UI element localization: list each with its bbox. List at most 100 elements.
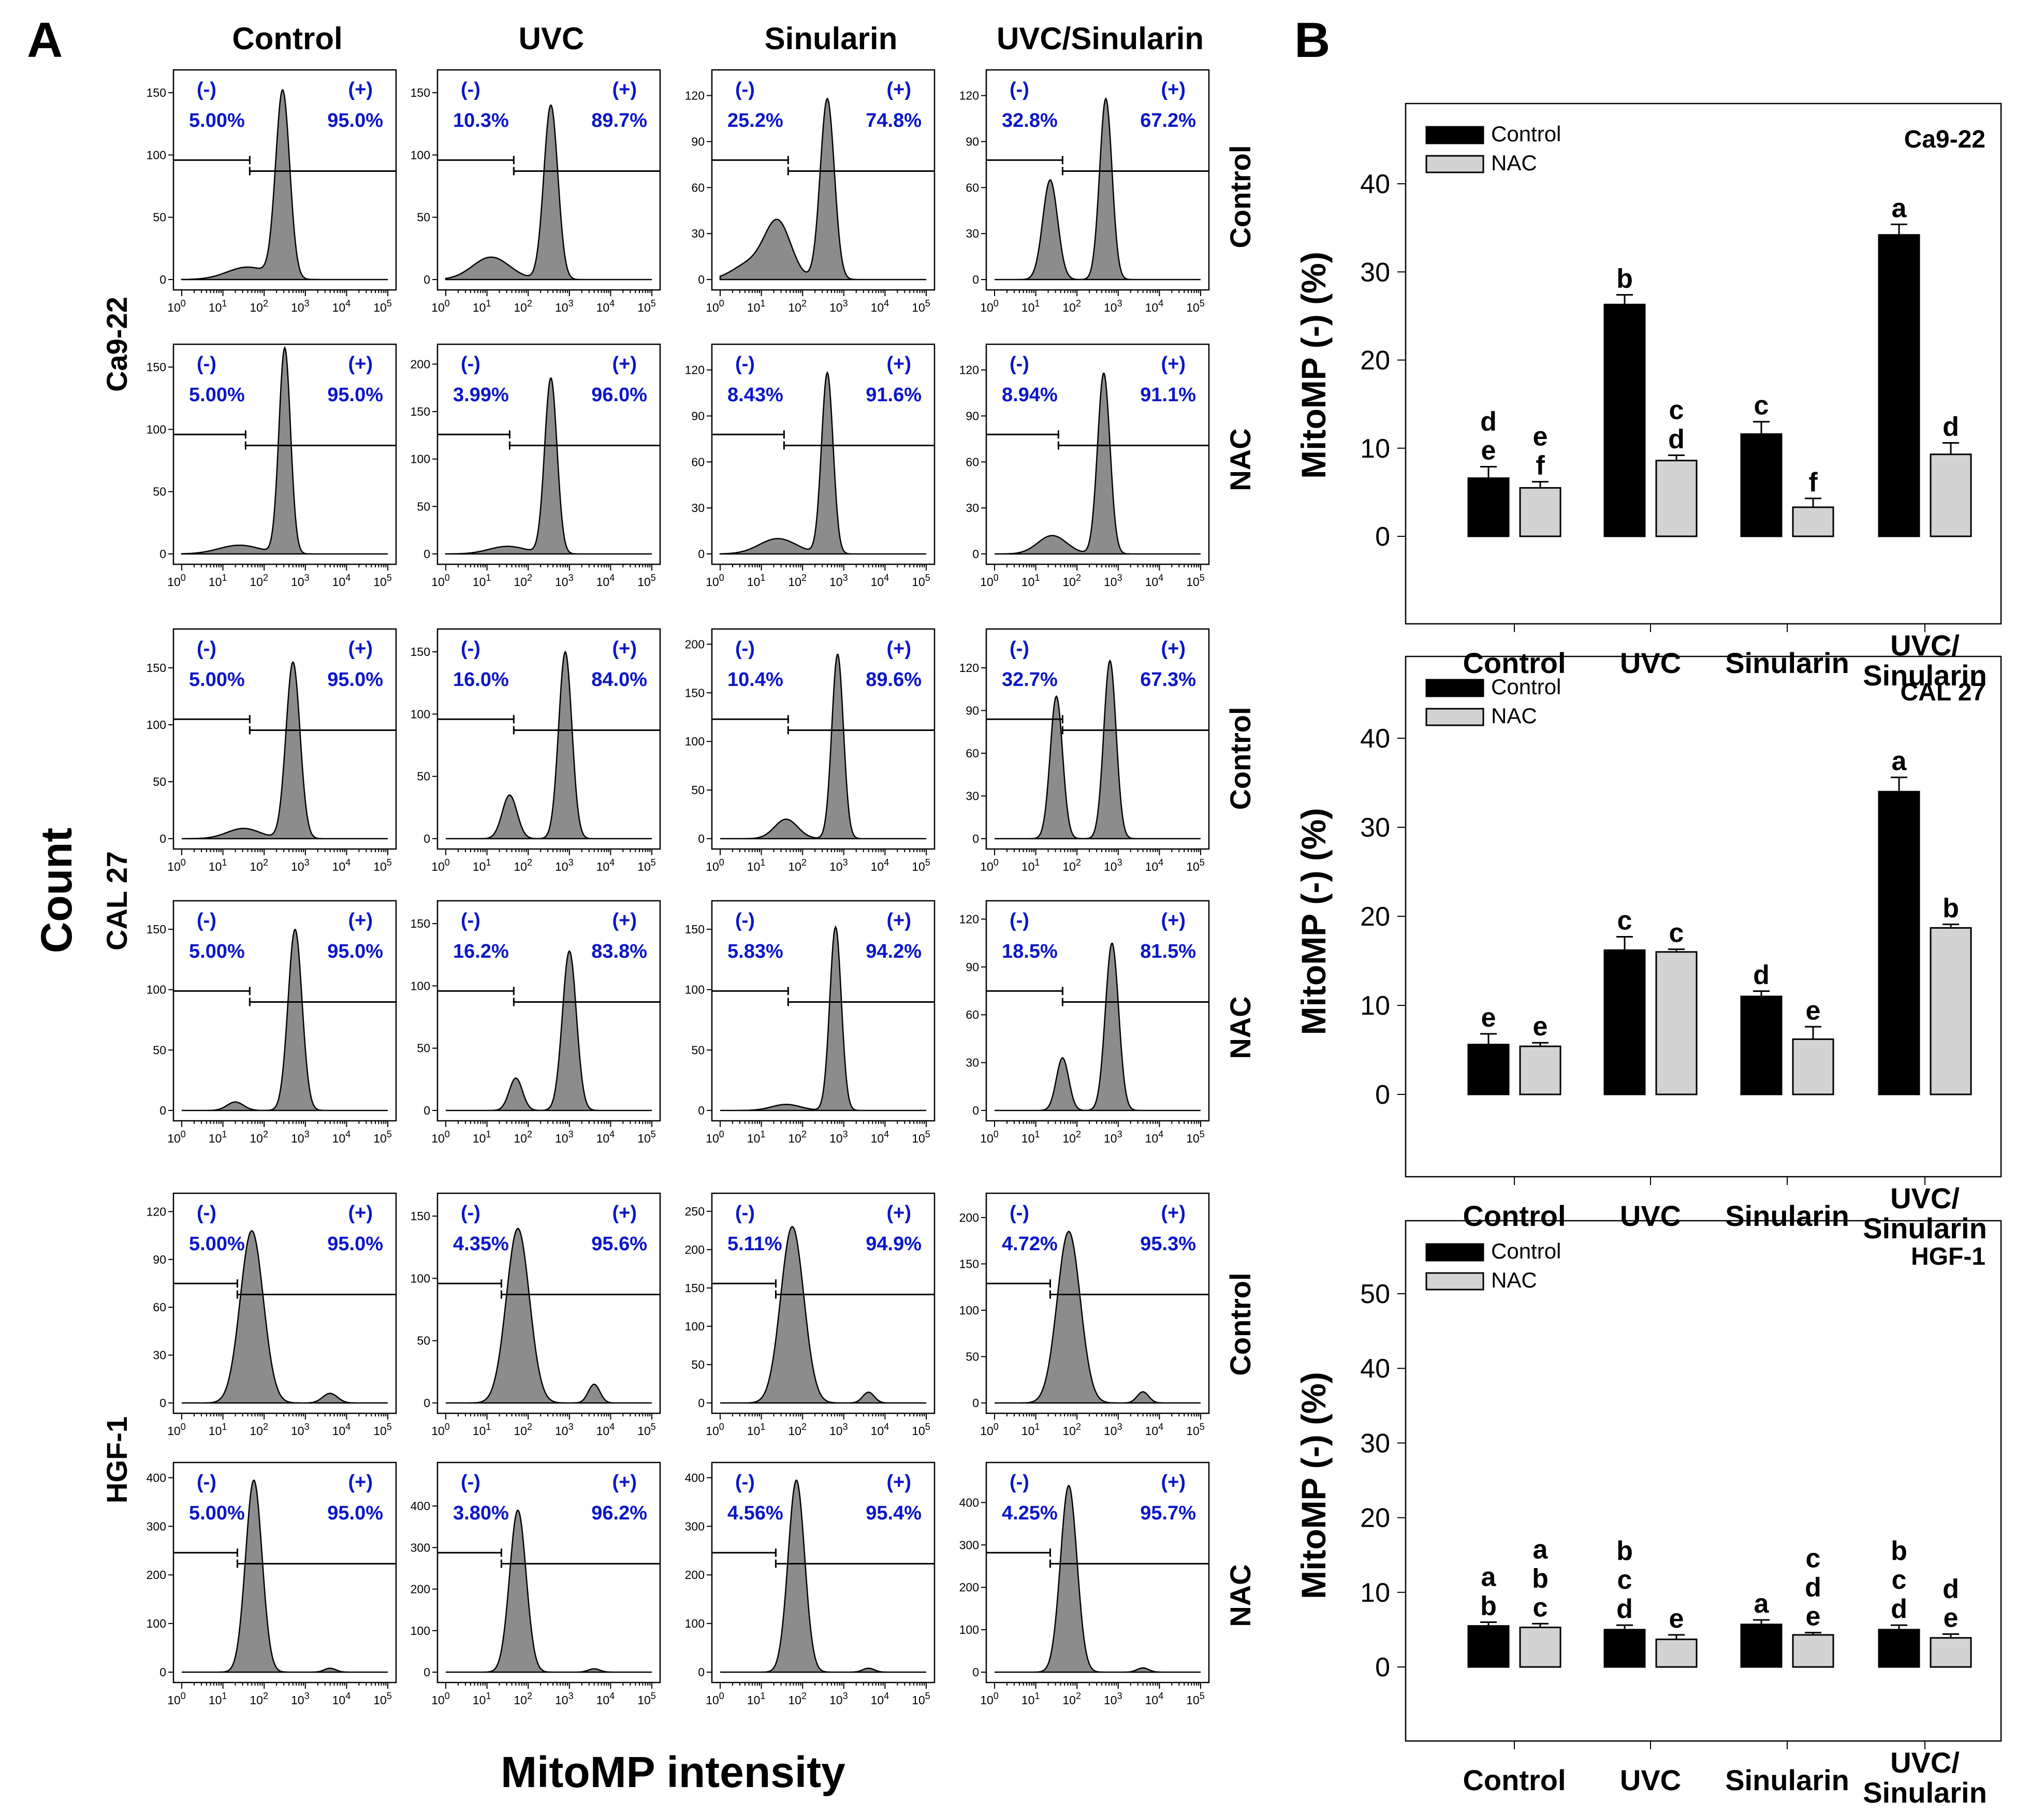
x-tick-exponent: 2	[1076, 857, 1081, 868]
x-tick-mantissa: 10	[829, 301, 843, 314]
panel-frame	[436, 69, 661, 291]
y-tick-label: 20	[1360, 346, 1390, 376]
x-tick-mantissa: 10	[555, 1693, 568, 1707]
x-tick-label: 101	[1021, 1422, 1040, 1438]
gate-positive	[775, 1290, 935, 1299]
x-tick-label: 102	[514, 857, 532, 873]
x-tick-mantissa: 10	[250, 1693, 263, 1707]
x-tick-mantissa: 10	[1186, 301, 1200, 314]
x-tick-mantissa: 10	[1104, 1424, 1117, 1438]
x-tick-exponent: 5	[387, 298, 392, 309]
panel-frame	[985, 1192, 1210, 1414]
x-tick-label: 102	[1062, 298, 1081, 314]
x-tick-label: 102	[250, 1129, 268, 1145]
bar	[1467, 1625, 1510, 1668]
significance-letter: c	[1617, 1565, 1632, 1595]
gate-negative	[712, 1548, 777, 1557]
gate-positive	[249, 998, 396, 1006]
x-tick-mantissa: 10	[1062, 1132, 1076, 1145]
x-tick-exponent: 4	[884, 298, 889, 309]
x-tick-exponent: 2	[263, 573, 268, 583]
x-tick-exponent: 0	[719, 857, 724, 868]
negative-percent: 5.00%	[189, 1502, 245, 1524]
gate-positive	[1049, 1290, 1209, 1299]
x-tick-mantissa: 10	[167, 575, 181, 589]
x-tick-label: 103	[291, 1691, 310, 1707]
histogram-curve	[182, 929, 388, 1111]
x-tick-exponent: 5	[1200, 1422, 1205, 1432]
x-tick-label: 104	[1145, 857, 1164, 873]
gate-positive-label: (+)	[887, 638, 912, 660]
x-tick-mantissa: 10	[871, 301, 884, 314]
y-tick-label: 300	[147, 1519, 166, 1533]
x-tick-label: 104	[596, 1422, 615, 1438]
gate-negative-label: (-)	[735, 910, 755, 931]
x-tick-label: 103	[829, 1129, 848, 1145]
x-tick-exponent: 3	[304, 573, 310, 583]
gate-negative-label: (-)	[461, 910, 480, 931]
x-tick-label: 101	[1021, 298, 1040, 314]
significance-letter: e	[1481, 1003, 1496, 1033]
bar	[1603, 303, 1646, 537]
x-tick-exponent: 1	[760, 1691, 765, 1701]
category-label: UVC	[1620, 1764, 1681, 1796]
y-tick-label: 0	[159, 547, 166, 561]
y-tick-label: 200	[685, 637, 705, 651]
x-tick-label: 101	[747, 857, 766, 873]
panel-frame	[172, 1192, 397, 1414]
x-tick-label: 100	[167, 1129, 186, 1145]
bar	[1930, 927, 1972, 1095]
x-tick-exponent: 4	[884, 1422, 889, 1432]
x-tick-label: 100	[167, 857, 186, 873]
x-tick-exponent: 0	[181, 1691, 186, 1701]
error-bar	[1943, 442, 1959, 455]
x-tick-mantissa: 10	[980, 575, 994, 589]
significance-letter: a	[1481, 1562, 1497, 1592]
x-tick-exponent: 1	[486, 1422, 491, 1432]
x-tick-label: 100	[706, 298, 724, 314]
y-tick-label: 10	[1360, 991, 1390, 1021]
y-tick-label: 300	[685, 1519, 705, 1533]
x-tick-label: 104	[332, 857, 351, 873]
x-tick-mantissa: 10	[555, 1132, 568, 1145]
x-tick-mantissa: 10	[871, 860, 884, 873]
y-tick-label: 0	[424, 1104, 430, 1117]
histogram-curve	[995, 1231, 1201, 1404]
y-tick-label: 100	[147, 148, 166, 162]
x-tick-exponent: 5	[925, 857, 930, 868]
x-tick-exponent: 4	[884, 857, 889, 868]
x-tick-label: 100	[167, 1691, 186, 1707]
x-tick-mantissa: 10	[871, 575, 884, 589]
legend-swatch	[1425, 1272, 1484, 1291]
x-tick-mantissa: 10	[596, 1693, 610, 1707]
gate-negative-label: (-)	[1010, 910, 1029, 931]
x-tick-label: 101	[209, 857, 227, 873]
gate-negative	[173, 715, 251, 724]
x-tick-mantissa: 10	[514, 575, 527, 589]
gate-negative	[986, 1548, 1051, 1557]
x-tick-exponent: 5	[1200, 573, 1205, 583]
bar	[1792, 1634, 1834, 1668]
x-tick-label: 101	[473, 298, 491, 314]
bar	[1878, 791, 1920, 1095]
gate-negative-label: (-)	[1010, 1202, 1029, 1224]
x-tick-label: 102	[1062, 1422, 1081, 1438]
gate-positive-label: (+)	[348, 1202, 373, 1224]
category-label: Sinularin	[1725, 1764, 1849, 1796]
y-tick-label: 20	[1360, 1503, 1390, 1533]
x-tick-label: 104	[1145, 1129, 1164, 1145]
histogram-curve	[719, 97, 926, 281]
bar	[1519, 487, 1561, 537]
gate-negative	[437, 430, 510, 439]
y-tick-label: 150	[411, 645, 430, 659]
x-tick-label: 101	[747, 573, 766, 589]
histogram-curve	[720, 925, 926, 1111]
x-tick-mantissa: 10	[332, 575, 346, 589]
gate-positive	[1061, 726, 1209, 735]
y-tick-label: 60	[966, 1008, 979, 1021]
y-tick-label: 50	[417, 1334, 430, 1348]
category-label: Sinularin	[1725, 1199, 1849, 1232]
x-tick-mantissa: 10	[706, 1693, 719, 1707]
